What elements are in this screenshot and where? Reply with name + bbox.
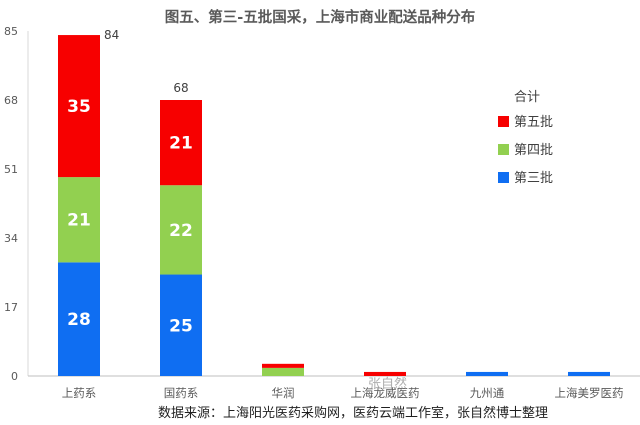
bar-segment [58, 177, 100, 263]
bar-segment [568, 371, 610, 376]
legend-entry: 第五批 [514, 115, 553, 130]
category-label: 九州通 [470, 386, 505, 400]
bar-segment [262, 363, 304, 368]
bar-segment [58, 262, 100, 376]
legend-title: 合计 [514, 90, 540, 105]
segment-value-label: 25 [169, 316, 193, 336]
bars: 28 21 35 84 25 22 21 68 [58, 28, 610, 376]
legend-entry: 第三批 [514, 171, 553, 186]
bar-segment [364, 371, 406, 376]
segment-value-label: 28 [67, 310, 91, 330]
bar-segment [160, 185, 202, 275]
category-label: 上海美罗医药 [555, 386, 624, 400]
segment-value-label: 35 [67, 97, 91, 117]
chart-title: 图五、第三-五批国采，上海市商业配送品种分布 [165, 8, 476, 26]
category-label: 上海龙威医药 [351, 386, 420, 400]
total-value-label: 68 [173, 81, 188, 95]
source-note: 数据来源：上海阳光医药采购网，医药云端工作室，张自然博士整理 [158, 405, 548, 421]
bar-segment [466, 371, 508, 376]
bar-segment [58, 35, 100, 178]
y-tick-label: 68 [4, 94, 18, 107]
segment-value-label: 21 [169, 134, 193, 154]
y-tick-label: 85 [4, 25, 18, 38]
segment-value-label: 21 [67, 211, 91, 231]
y-tick-label: 51 [4, 163, 18, 176]
bar-segment [160, 274, 202, 376]
legend-swatch [498, 144, 509, 155]
y-tick-label: 0 [11, 370, 18, 383]
category-label: 国药系 [164, 386, 199, 400]
category-label: 上药系 [62, 386, 97, 400]
segment-value-label: 22 [169, 221, 193, 241]
category-label: 华润 [272, 386, 295, 400]
y-tick-labels: 0 17 34 51 68 85 [4, 25, 18, 383]
category-labels: 上药系 国药系 华润 上海龙威医药 九州通 上海美罗医药 [62, 386, 624, 400]
y-tick-label: 17 [4, 301, 18, 314]
legend-swatch [498, 116, 509, 127]
y-tick-label: 34 [4, 232, 18, 245]
legend-entry: 第四批 [514, 143, 553, 158]
legend-swatch [498, 172, 509, 183]
bar-segment [160, 100, 202, 186]
bar-segment [262, 367, 304, 376]
total-value-label: 84 [104, 28, 119, 42]
watermark: 张自然 [368, 376, 407, 392]
